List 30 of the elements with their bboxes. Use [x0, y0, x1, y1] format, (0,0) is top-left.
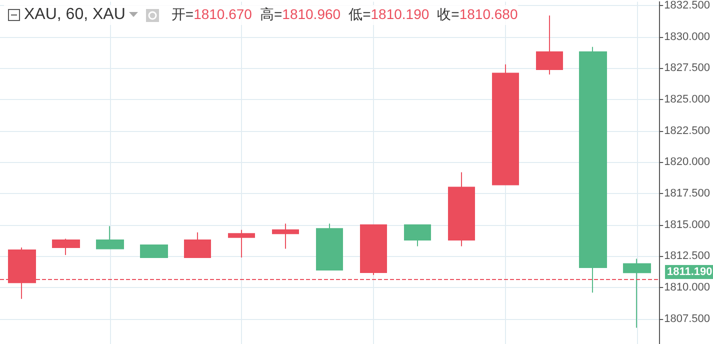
- annotation: 高=1810.960: [260, 6, 341, 22]
- price-tag: 1811.190: [665, 264, 713, 279]
- y-tick-label: 1832.500: [664, 0, 710, 12]
- candlestick: [96, 226, 124, 250]
- y-tick-label: 1822.500: [664, 124, 710, 137]
- annotation: 低=1810.190: [348, 6, 430, 22]
- y-tick-label: 1830.000: [664, 30, 710, 43]
- candlestick: [448, 172, 475, 247]
- y-tick-label: 1827.500: [664, 62, 710, 74]
- candlestick: [623, 258, 651, 328]
- candlestick: [360, 224, 387, 276]
- y-tick-label: 1817.500: [664, 188, 710, 200]
- candlestick: [579, 46, 607, 294]
- candlestick: [272, 223, 299, 250]
- y-tick-label: 1825.000: [664, 94, 710, 106]
- annotation: 开=1810.670: [171, 6, 252, 22]
- candlestick: [404, 224, 431, 247]
- y-tick-label: 1810.000: [664, 282, 710, 294]
- candlestick: [228, 229, 255, 258]
- annotation: 收=1810.680: [437, 6, 518, 22]
- y-tick-label: 1807.500: [664, 312, 710, 325]
- candlestick: [536, 15, 563, 75]
- y-tick-label: 1820.000: [664, 156, 710, 168]
- y-tick-label: 1812.500: [664, 250, 710, 262]
- candlestick: [52, 238, 80, 256]
- candlestick: [184, 232, 211, 258]
- chart-title: XAU, 60, XAU: [24, 6, 126, 24]
- candlestick: [140, 244, 168, 258]
- y-tick-label: 1815.000: [664, 218, 710, 231]
- candlestick: [316, 223, 343, 271]
